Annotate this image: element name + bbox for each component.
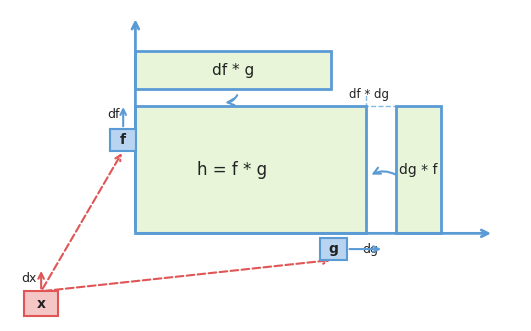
Text: dg * f: dg * f [399,163,438,177]
Text: h = f * g: h = f * g [198,161,268,179]
FancyArrowPatch shape [228,95,237,105]
Text: df * dg: df * dg [349,88,389,101]
Text: df * g: df * g [212,63,254,78]
FancyBboxPatch shape [135,51,331,89]
Text: df: df [107,108,120,121]
FancyBboxPatch shape [320,238,347,260]
Text: dx: dx [21,272,37,285]
FancyBboxPatch shape [24,291,58,316]
Text: f: f [120,133,126,147]
Text: dg: dg [363,243,379,256]
FancyBboxPatch shape [396,106,441,233]
FancyArrowPatch shape [374,168,396,175]
Text: g: g [329,242,338,256]
Text: x: x [37,297,46,311]
FancyBboxPatch shape [110,129,136,151]
FancyBboxPatch shape [135,106,366,233]
